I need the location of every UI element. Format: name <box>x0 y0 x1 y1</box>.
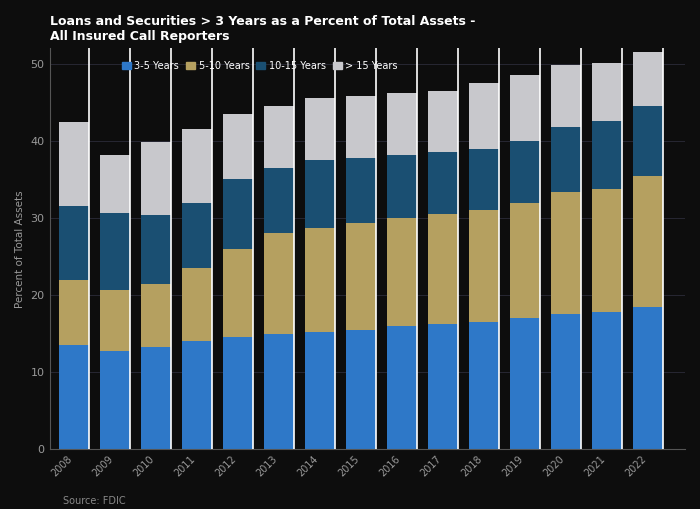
Bar <box>510 141 540 203</box>
Bar <box>510 75 540 141</box>
Bar <box>141 348 171 449</box>
Bar <box>428 152 458 214</box>
Bar <box>428 214 458 324</box>
Bar <box>592 63 622 121</box>
Bar <box>100 155 130 213</box>
Bar <box>265 233 294 333</box>
Bar <box>183 268 212 341</box>
Bar <box>387 93 417 155</box>
Bar <box>552 127 581 192</box>
Bar <box>346 223 376 330</box>
Bar <box>510 203 540 318</box>
Bar <box>100 291 130 351</box>
Bar <box>100 213 130 291</box>
Bar <box>305 160 335 228</box>
Bar <box>470 149 499 210</box>
Bar <box>305 332 335 449</box>
Bar <box>592 121 622 189</box>
Y-axis label: Percent of Total Assets: Percent of Total Assets <box>15 190 25 307</box>
Bar <box>510 318 540 449</box>
Bar <box>141 284 171 348</box>
Bar <box>60 279 89 345</box>
Bar <box>592 189 622 312</box>
Bar <box>60 122 89 206</box>
Bar <box>592 312 622 449</box>
Bar <box>141 215 171 284</box>
Bar <box>265 168 294 233</box>
Bar <box>183 203 212 268</box>
Bar <box>305 228 335 332</box>
Bar <box>470 210 499 322</box>
Bar <box>183 341 212 449</box>
Bar <box>223 114 253 179</box>
Bar <box>223 249 253 337</box>
Bar <box>141 142 171 215</box>
Bar <box>470 83 499 149</box>
Bar <box>346 96 376 158</box>
Bar <box>387 218 417 326</box>
Bar <box>387 155 417 218</box>
Legend: 3-5 Years, 5-10 Years, 10-15 Years, > 15 Years: 3-5 Years, 5-10 Years, 10-15 Years, > 15… <box>118 57 402 75</box>
Bar <box>305 98 335 160</box>
Bar <box>552 192 581 314</box>
Bar <box>634 176 663 306</box>
Text: Loans and Securities > 3 Years as a Percent of Total Assets -
All Insured Call R: Loans and Securities > 3 Years as a Perc… <box>50 15 475 43</box>
Bar <box>223 179 253 249</box>
Bar <box>387 326 417 449</box>
Bar <box>223 337 253 449</box>
Bar <box>60 206 89 279</box>
Bar <box>634 106 663 176</box>
Bar <box>100 351 130 449</box>
Bar <box>346 158 376 223</box>
Bar <box>183 129 212 203</box>
Bar <box>428 91 458 152</box>
Bar <box>265 106 294 168</box>
Bar <box>470 322 499 449</box>
Bar <box>428 324 458 449</box>
Text: Source: FDIC: Source: FDIC <box>63 496 125 506</box>
Bar <box>265 333 294 449</box>
Bar <box>552 314 581 449</box>
Bar <box>346 330 376 449</box>
Bar <box>552 65 581 127</box>
Bar <box>60 345 89 449</box>
Bar <box>634 52 663 106</box>
Bar <box>634 306 663 449</box>
